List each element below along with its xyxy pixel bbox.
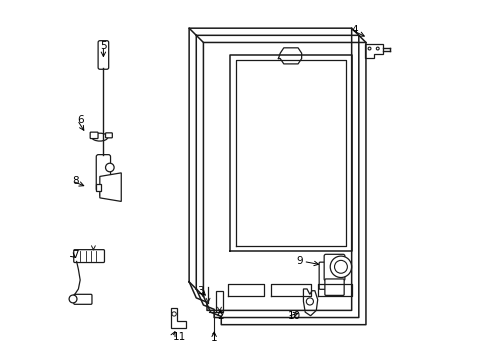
FancyBboxPatch shape <box>90 132 98 139</box>
Text: 6: 6 <box>77 115 84 125</box>
Text: 1: 1 <box>210 333 217 343</box>
FancyBboxPatch shape <box>74 294 92 304</box>
Circle shape <box>172 312 176 316</box>
Circle shape <box>69 295 77 303</box>
Polygon shape <box>171 307 185 328</box>
Circle shape <box>100 191 107 198</box>
Polygon shape <box>365 44 382 58</box>
FancyBboxPatch shape <box>74 249 104 262</box>
FancyBboxPatch shape <box>105 133 112 138</box>
FancyBboxPatch shape <box>96 155 110 191</box>
Text: 3: 3 <box>197 286 204 296</box>
FancyBboxPatch shape <box>324 254 344 281</box>
Circle shape <box>376 47 378 50</box>
Text: 4: 4 <box>351 25 358 35</box>
Circle shape <box>305 298 313 305</box>
FancyBboxPatch shape <box>216 291 223 312</box>
FancyBboxPatch shape <box>319 262 327 289</box>
Ellipse shape <box>92 133 108 141</box>
Circle shape <box>105 163 114 172</box>
Text: 9: 9 <box>296 256 303 266</box>
FancyBboxPatch shape <box>95 184 101 191</box>
Text: 5: 5 <box>100 41 106 51</box>
FancyBboxPatch shape <box>324 279 344 296</box>
Polygon shape <box>303 289 317 316</box>
FancyBboxPatch shape <box>98 41 108 69</box>
Text: 11: 11 <box>172 332 185 342</box>
Text: 2: 2 <box>217 311 223 321</box>
Circle shape <box>329 256 351 278</box>
Text: 8: 8 <box>72 176 79 186</box>
Text: 10: 10 <box>287 311 300 321</box>
Polygon shape <box>100 173 121 202</box>
Text: 7: 7 <box>72 250 79 260</box>
Circle shape <box>367 47 370 50</box>
Circle shape <box>334 260 346 273</box>
